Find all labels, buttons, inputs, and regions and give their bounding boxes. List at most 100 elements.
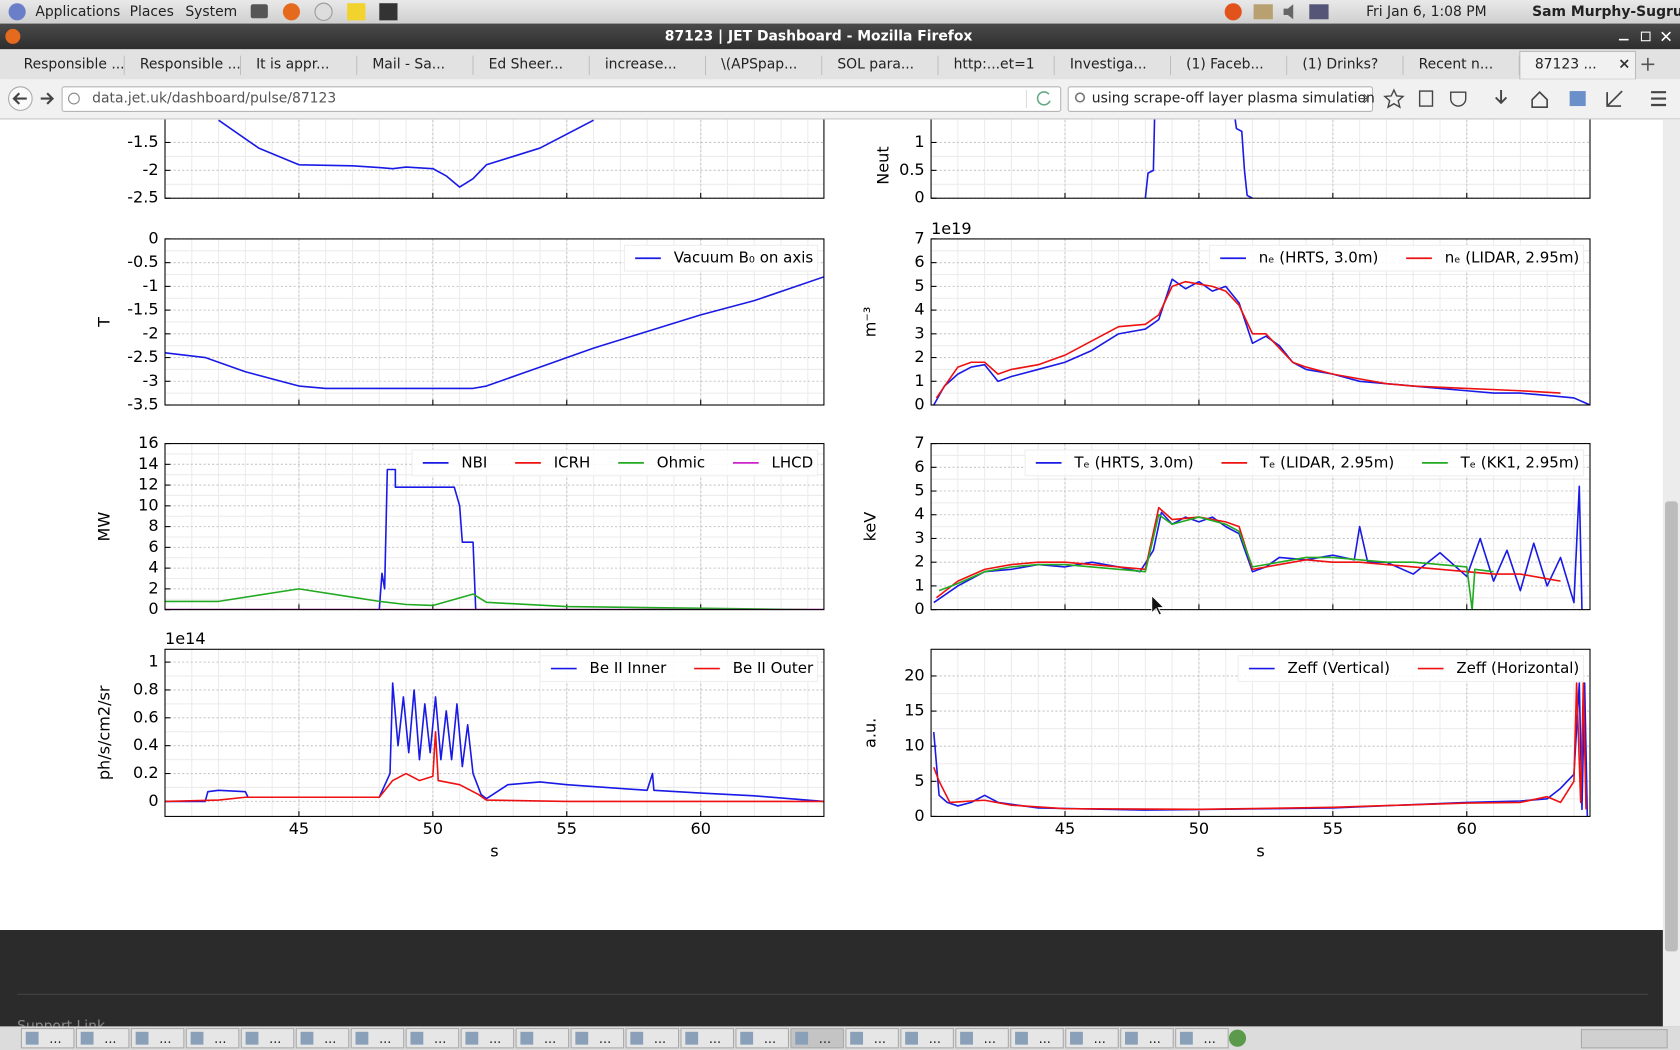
legend: Tₑ (KK1, 2.95m) Tₑ (LIDAR, 2.95m) Tₑ (HRTS… <box>1024 449 1585 477</box>
task-label[interactable]: ... <box>764 1032 776 1047</box>
tab-title[interactable]: Responsible ... <box>140 56 241 72</box>
launcher-icon[interactable] <box>314 2 333 21</box>
menu-applications[interactable]: Applications <box>35 4 120 20</box>
chart-panel: 0 1 2 3 4 5 6 7 keV Tₑ (KK1, 2.95m) Tₑ (LIDAR, 2.9… <box>861 433 1591 618</box>
tab-title[interactable]: http:...et=1 <box>954 56 1035 72</box>
menu-places[interactable]: Places <box>130 4 174 20</box>
tab-title[interactable]: Investiga... <box>1070 56 1147 72</box>
bookmark-star[interactable] <box>1383 88 1405 109</box>
screenshot-addon[interactable] <box>1569 91 1586 107</box>
legend-label: Be II Inner <box>590 659 668 677</box>
new-tab[interactable] <box>1641 57 1655 71</box>
tab[interactable] <box>357 51 474 80</box>
task-label[interactable]: ... <box>544 1032 556 1047</box>
tab[interactable] <box>706 51 822 80</box>
task-label[interactable]: ... <box>1204 1032 1216 1047</box>
tab[interactable] <box>124 51 241 80</box>
gnome-icon[interactable] <box>8 3 26 21</box>
plot-frame <box>930 443 1591 611</box>
task-label[interactable]: ... <box>159 1032 171 1047</box>
task-label[interactable]: ... <box>819 1032 831 1047</box>
close-window[interactable] <box>1661 31 1671 42</box>
task-label[interactable]: ... <box>929 1032 941 1047</box>
task-label[interactable]: ... <box>434 1032 446 1047</box>
y-tick-label: 5 <box>914 276 924 295</box>
workspace-switcher[interactable] <box>1580 1029 1668 1049</box>
search-text[interactable]: using scrape-off layer plasma simulation <box>1092 91 1375 107</box>
terminal-icon[interactable] <box>379 3 398 21</box>
pocket[interactable] <box>1450 91 1467 107</box>
tab[interactable] <box>938 51 1055 80</box>
tray-icon[interactable] <box>1253 4 1273 20</box>
tab-title[interactable]: (1) Drinks? <box>1302 56 1378 72</box>
bookmarks-menu[interactable] <box>1418 90 1434 107</box>
task-label[interactable]: ... <box>324 1032 336 1047</box>
task-label[interactable]: ... <box>1094 1032 1106 1047</box>
tab-title[interactable]: Mail - Sa... <box>372 56 445 72</box>
tab[interactable] <box>1171 51 1287 80</box>
tab[interactable] <box>241 51 357 80</box>
task-label[interactable]: ... <box>654 1032 666 1047</box>
network-icon[interactable] <box>1309 4 1329 20</box>
tab[interactable] <box>1287 51 1404 80</box>
task-label[interactable]: ... <box>984 1032 996 1047</box>
camera-icon[interactable] <box>250 4 268 19</box>
task-label[interactable]: ... <box>49 1032 61 1047</box>
task-label[interactable]: ... <box>1039 1032 1051 1047</box>
tab[interactable] <box>8 51 125 80</box>
tab-title[interactable]: (1) Faceb... <box>1186 56 1264 72</box>
task-label[interactable]: ... <box>874 1032 886 1047</box>
task-label[interactable]: ... <box>1149 1032 1161 1047</box>
task-label[interactable]: ... <box>379 1032 391 1047</box>
tab-title[interactable]: Responsible ... <box>24 56 125 72</box>
hamburger-menu[interactable] <box>1651 91 1667 107</box>
task-label[interactable]: ... <box>489 1032 501 1047</box>
menu-system[interactable]: System <box>185 4 237 20</box>
task-label[interactable]: ... <box>709 1032 721 1047</box>
tab-title[interactable]: increase... <box>605 56 677 72</box>
tab-title[interactable]: Recent n... <box>1419 56 1494 72</box>
tab[interactable] <box>822 51 939 80</box>
downloads[interactable] <box>1495 90 1508 105</box>
active-tab[interactable] <box>1519 50 1637 80</box>
reload[interactable] <box>1036 91 1051 106</box>
tab-title[interactable]: It is appr... <box>256 56 329 72</box>
addon-icon[interactable] <box>1606 90 1623 107</box>
forward-button[interactable] <box>40 92 55 105</box>
tab-title[interactable]: Ed Sheer... <box>489 56 563 72</box>
tab-title[interactable]: \(APSpap... <box>721 56 797 72</box>
notes-icon[interactable] <box>347 3 366 21</box>
site-info[interactable] <box>68 92 80 105</box>
task-label[interactable]: ... <box>214 1032 226 1047</box>
y-axis-label: ph/s/cm2/sr <box>95 685 114 780</box>
task-label[interactable]: ... <box>599 1032 611 1047</box>
tab-title[interactable]: SOL para... <box>837 56 914 72</box>
tab[interactable] <box>473 51 590 80</box>
legend: Be II Outer Be II Inner <box>539 655 819 682</box>
tab[interactable] <box>1054 51 1171 80</box>
tab[interactable] <box>1403 51 1520 80</box>
task-icon <box>905 1031 918 1045</box>
maximize[interactable] <box>1640 31 1651 42</box>
user-name[interactable]: Sam Murphy-Sugrue <box>1532 4 1680 20</box>
update-icon[interactable] <box>1224 3 1242 21</box>
window-title: 87123 | JET Dashboard - Mozilla Firefox <box>665 28 973 44</box>
y-axis-label: m⁻³ <box>861 307 880 338</box>
plot-lines <box>165 682 824 803</box>
task-label[interactable]: ... <box>269 1032 281 1047</box>
tab[interactable] <box>589 51 706 80</box>
clock[interactable]: Fri Jan 6, 1:08 PM <box>1366 4 1487 20</box>
close-tab[interactable] <box>1619 59 1629 69</box>
tab-title[interactable]: 87123 ... <box>1535 56 1597 72</box>
url-text[interactable]: data.jet.uk/dashboard/pulse/87123 <box>92 91 336 107</box>
globe-icon[interactable] <box>1228 1029 1247 1047</box>
url-bar[interactable] <box>61 86 1062 112</box>
volume-icon[interactable] <box>1283 4 1294 20</box>
search-bar[interactable] <box>1067 86 1374 112</box>
scroll-thumb[interactable] <box>1665 501 1678 952</box>
home[interactable] <box>1531 91 1548 108</box>
task-label[interactable]: ... <box>104 1032 116 1047</box>
tabs: Responsible ... Responsible ... It is appr… <box>8 50 1637 80</box>
search-go[interactable] <box>1358 93 1369 104</box>
firefox-launcher[interactable] <box>282 3 300 21</box>
